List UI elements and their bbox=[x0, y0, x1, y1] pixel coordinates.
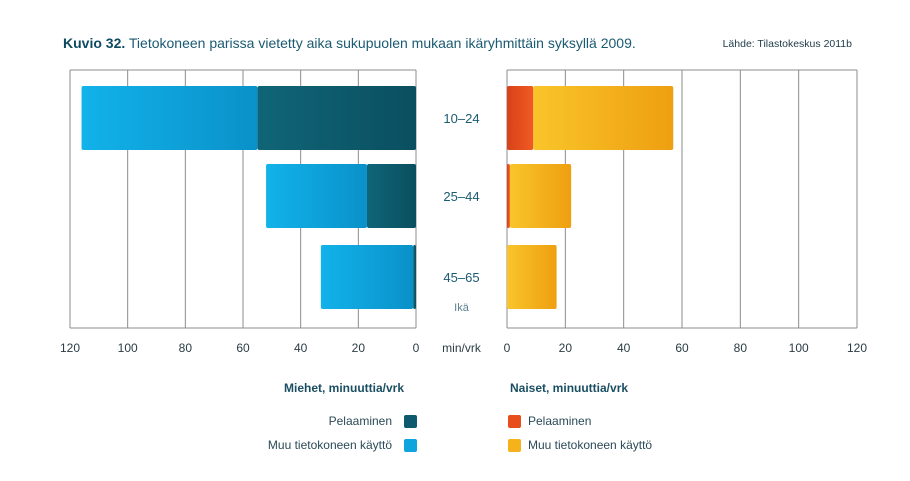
bar-women-other-2 bbox=[509, 164, 572, 228]
tick-label-right-60: 60 bbox=[675, 341, 689, 355]
tick-label-left-120: 120 bbox=[60, 341, 80, 355]
bar-women-gaming-2 bbox=[507, 164, 510, 228]
legend-label-men-other: Muu tietokoneen käyttö bbox=[267, 438, 392, 452]
category-label-3: 45–65 bbox=[443, 270, 479, 285]
bars bbox=[81, 86, 674, 309]
tick-label-right-40: 40 bbox=[617, 341, 631, 355]
legend-label-women-other: Muu tietokoneen käyttö bbox=[528, 438, 653, 452]
category-label-1: 10–24 bbox=[443, 111, 479, 126]
legend-title-men: Miehet, minuuttia/vrk bbox=[284, 381, 405, 395]
category-label-2: 25–44 bbox=[443, 189, 479, 204]
figure-label: Kuvio 32. bbox=[63, 35, 126, 51]
tick-label-right-120: 120 bbox=[847, 341, 867, 355]
bar-women-other-3 bbox=[507, 245, 557, 309]
figure-title: Tietokoneen parissa vietetty aika sukupu… bbox=[128, 35, 636, 51]
source-note: Lähde: Tilastokeskus 2011b bbox=[722, 38, 852, 50]
tick-label-left-40: 40 bbox=[294, 341, 308, 355]
bar-men-gaming-1 bbox=[257, 86, 416, 150]
tick-label-right-80: 80 bbox=[734, 341, 748, 355]
chart-title: Kuvio 32. Tietokoneen parissa vietetty a… bbox=[63, 35, 636, 51]
legend-label-men-gaming: Pelaaminen bbox=[328, 414, 392, 428]
bar-men-other-1 bbox=[81, 86, 258, 150]
tick-label-right-100: 100 bbox=[789, 341, 809, 355]
legend-label-women-gaming: Pelaaminen bbox=[528, 414, 592, 428]
bar-men-gaming-3 bbox=[413, 245, 416, 309]
tick-label-right-0: 0 bbox=[504, 341, 511, 355]
bar-women-gaming-1 bbox=[507, 86, 534, 150]
legend-swatch-women-other bbox=[508, 439, 521, 452]
legend-swatch-women-gaming bbox=[508, 415, 521, 428]
bar-women-other-1 bbox=[533, 86, 674, 150]
bar-men-other-2 bbox=[266, 164, 367, 228]
bar-men-other-3 bbox=[320, 245, 414, 309]
tick-label-left-20: 20 bbox=[352, 341, 366, 355]
category-axis-label: Ikä bbox=[454, 302, 470, 314]
butterfly-bar-chart: 120 120 100 100 80 80 60 60 40 40 20 20 0 0 10–24 25–44… bbox=[60, 69, 867, 355]
legend-swatch-men-gaming bbox=[404, 415, 417, 428]
tick-label-right-20: 20 bbox=[559, 341, 573, 355]
legend-title-women: Naiset, minuuttia/vrk bbox=[510, 381, 629, 395]
tick-label-left-100: 100 bbox=[118, 341, 138, 355]
tick-label-left-80: 80 bbox=[179, 341, 193, 355]
labels: 120 120 100 100 80 80 60 60 40 40 20 20 0 0 10–24 25–44… bbox=[60, 111, 867, 355]
tick-label-left-60: 60 bbox=[236, 341, 250, 355]
legend-swatch-men-other bbox=[404, 439, 417, 452]
tick-label-left-0: 0 bbox=[413, 341, 420, 355]
unit-label: min/vrk bbox=[442, 341, 482, 355]
bar-men-gaming-2 bbox=[366, 164, 416, 228]
